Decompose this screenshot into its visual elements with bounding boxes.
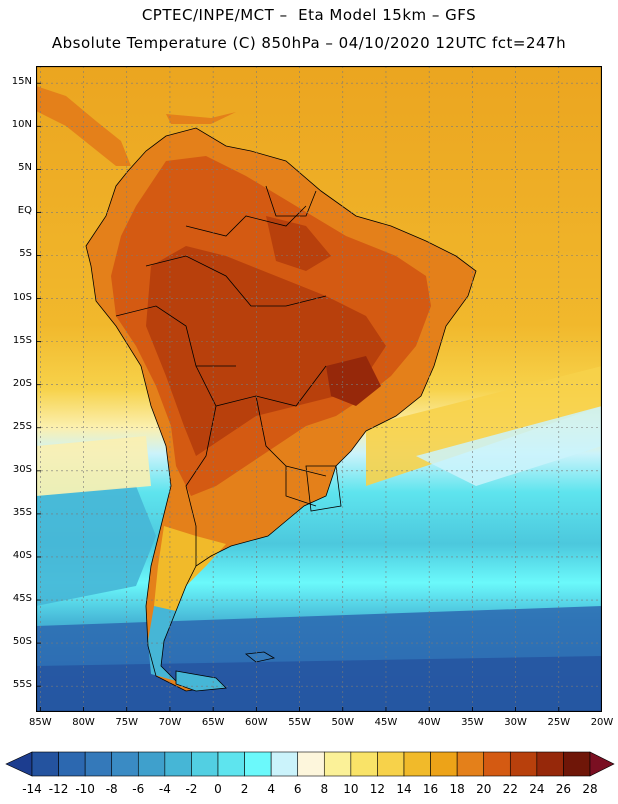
colorbar: -14 -12 -10 -8 -6 -4 -2 0 2 4 6 8 10 12 14 16 18 20 22 24 26… xyxy=(0,748,618,800)
patagonia-cool xyxy=(154,526,226,666)
colorbar-tick-label: 6 xyxy=(294,782,302,796)
lat-label: 50S xyxy=(12,636,32,648)
colorbar-tick-label: 16 xyxy=(423,782,438,796)
cool-atlantic-band xyxy=(416,406,602,486)
lat-label: 25S xyxy=(12,420,32,432)
hot-core-north xyxy=(266,216,331,271)
colorbar-swatch xyxy=(430,751,458,777)
lon-label: 80W xyxy=(72,717,95,728)
colorbar-swatch xyxy=(509,751,538,777)
lon-label: 40W xyxy=(417,717,441,728)
colorbar-swatch xyxy=(297,751,325,777)
lon-label: 65W xyxy=(201,717,225,728)
temperature-map xyxy=(36,66,602,712)
lat-label: 30S xyxy=(12,463,32,475)
colorbar-swatch xyxy=(84,751,113,777)
lon-label: 75W xyxy=(115,717,139,728)
colorbar-tick-label: -6 xyxy=(132,782,144,796)
southern-cold-inner xyxy=(36,656,602,712)
pacific-cool xyxy=(36,486,156,606)
map-ticks xyxy=(36,82,602,712)
colorbar-tick-label: 0 xyxy=(214,782,222,796)
country-borders xyxy=(85,127,477,692)
tierra-del-fuego xyxy=(175,670,227,692)
colorbar-swatch xyxy=(217,751,245,777)
colorbar-swatch xyxy=(164,751,192,777)
colorbar-swatch xyxy=(536,751,564,777)
lat-label: 40S xyxy=(12,549,32,561)
colorbar-swatch xyxy=(350,751,378,777)
colorbar-tick-label: -8 xyxy=(106,782,118,796)
colorbar-swatch xyxy=(111,751,139,777)
lon-label: 85W xyxy=(29,717,52,728)
lat-label: 10N xyxy=(11,119,32,131)
colorbar-swatch xyxy=(456,751,485,777)
lat-label: 20S xyxy=(12,377,32,389)
colorbar-swatch xyxy=(137,751,166,777)
lon-label: 45W xyxy=(374,717,398,728)
colorbar-tick-label: 28 xyxy=(582,782,597,796)
colorbar-tick-label: 4 xyxy=(267,782,275,796)
caribbean-island xyxy=(166,112,236,124)
colorbar-tick-label: -12 xyxy=(49,782,69,796)
colorbar-tick-label: -10 xyxy=(75,782,95,796)
patagonia-south xyxy=(148,606,176,681)
colorbar-swatch xyxy=(483,751,511,777)
colorbar-swatch xyxy=(31,751,59,777)
lon-label: 30W xyxy=(504,717,527,728)
hot-core-south xyxy=(326,356,381,406)
lon-label: 55W xyxy=(288,717,311,728)
colorbar-swatch xyxy=(563,751,591,777)
colorbar-tick-label: 8 xyxy=(320,782,328,796)
pacific-mild xyxy=(36,436,151,496)
lon-label: 25W xyxy=(547,717,571,728)
colorbar-tick-label: 26 xyxy=(556,782,571,796)
colorbar-tick-label: 12 xyxy=(370,782,385,796)
lat-label: 5N xyxy=(18,162,32,174)
lat-label: 15S xyxy=(12,334,32,346)
colorbar-tick-label: 18 xyxy=(450,782,465,796)
colorbar-swatch xyxy=(58,751,86,777)
colorbar-arrow-low xyxy=(5,751,33,777)
colorbar-swatch xyxy=(377,751,405,777)
colorbar-tick-label: -4 xyxy=(159,782,171,796)
lon-label: 60W xyxy=(245,717,268,728)
colorbar-swatch xyxy=(191,751,219,777)
graticule xyxy=(36,66,602,712)
colorbar-swatch xyxy=(244,751,272,777)
map-frame xyxy=(36,66,602,712)
lat-label: 55S xyxy=(12,679,32,691)
lon-label: 50W xyxy=(331,717,355,728)
lat-label: 15N xyxy=(11,76,32,88)
map-title: CPTEC/INPE/MCT – Eta Model 15km – GFS xyxy=(141,6,477,24)
colorbar-tick-label: 22 xyxy=(503,782,518,796)
lon-label: 20W xyxy=(590,717,614,728)
colorbar-tick-label: 10 xyxy=(343,782,358,796)
colorbar-swatch xyxy=(270,751,299,777)
lat-label: 5S xyxy=(19,248,32,260)
lat-label: 35S xyxy=(12,506,32,518)
lon-label: 35W xyxy=(461,717,484,728)
colorbar-swatch xyxy=(403,751,431,777)
lat-label: EQ xyxy=(17,205,32,217)
colorbar-swatch xyxy=(323,751,352,777)
colorbar-tick-label: 14 xyxy=(396,782,411,796)
colorbar-tick-label: 20 xyxy=(476,782,491,796)
falklands xyxy=(244,651,276,663)
colorbar-arrow-high xyxy=(589,751,615,777)
map-subtitle: Absolute Temperature (C) 850hPa – 04/10/… xyxy=(51,34,567,52)
colorbar-tick-label: -2 xyxy=(185,782,197,796)
colorbar-tick-label: 2 xyxy=(241,782,249,796)
lon-label: 70W xyxy=(158,717,182,728)
lat-label: 10S xyxy=(12,291,32,303)
colorbar-tick-label: -14 xyxy=(22,782,42,796)
colorbar-tick-label: 24 xyxy=(529,782,544,796)
lat-label: 45S xyxy=(12,593,32,605)
